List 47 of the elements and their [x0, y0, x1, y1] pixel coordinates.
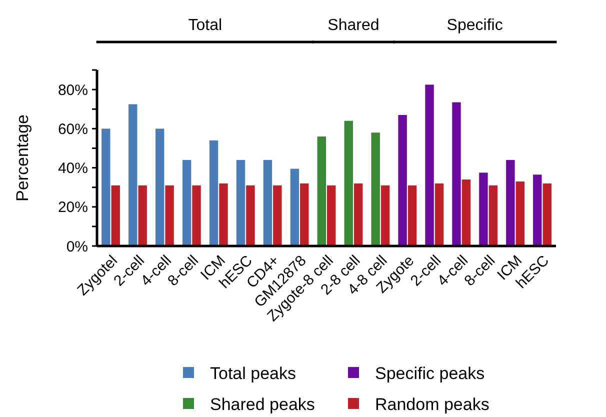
bar: [516, 181, 524, 246]
bar: [344, 120, 353, 246]
bar: [317, 136, 326, 246]
bar: [111, 185, 120, 246]
bar: [246, 185, 255, 246]
bar: [533, 174, 542, 246]
bar: [434, 183, 444, 246]
bar: [452, 102, 461, 246]
text: Shared: [328, 17, 380, 34]
bar: [263, 160, 272, 246]
bar: [165, 185, 174, 246]
bar: [290, 168, 300, 246]
bar: [192, 185, 201, 246]
bar: [138, 185, 147, 246]
text: Specific: [446, 17, 503, 34]
y-tick-label: 40%: [58, 160, 88, 178]
bar: [380, 185, 390, 246]
legend-label: Shared peaks: [210, 394, 315, 414]
bar: [273, 185, 282, 246]
bar: [102, 128, 110, 246]
y-tick-label: 60%: [58, 120, 88, 138]
bar: [479, 172, 488, 246]
bar: [398, 114, 407, 246]
bar: [155, 128, 164, 246]
bar: [219, 183, 228, 246]
bar: [488, 185, 498, 246]
text: Total: [188, 17, 222, 34]
legend-label: Random peaks: [375, 394, 490, 414]
bar: [300, 183, 309, 246]
y-tick-label: 80%: [58, 82, 88, 99]
bar: [371, 132, 380, 246]
bar: [408, 185, 417, 246]
bar: [354, 183, 363, 246]
y-tick-label: 20%: [58, 199, 88, 216]
bar: [236, 160, 246, 246]
bar: [542, 183, 552, 246]
bar: [209, 140, 218, 246]
legend-label: Specific peaks: [375, 364, 485, 383]
legend-label: Total peaks: [210, 364, 296, 383]
bar: [128, 104, 138, 246]
bar: [506, 160, 515, 246]
bar: [462, 180, 471, 246]
y-axis-title: Percentage: [13, 114, 32, 202]
y-tick-label: 0%: [66, 238, 88, 256]
bar: [425, 84, 434, 246]
bar: [327, 185, 336, 246]
bar: [182, 160, 192, 246]
